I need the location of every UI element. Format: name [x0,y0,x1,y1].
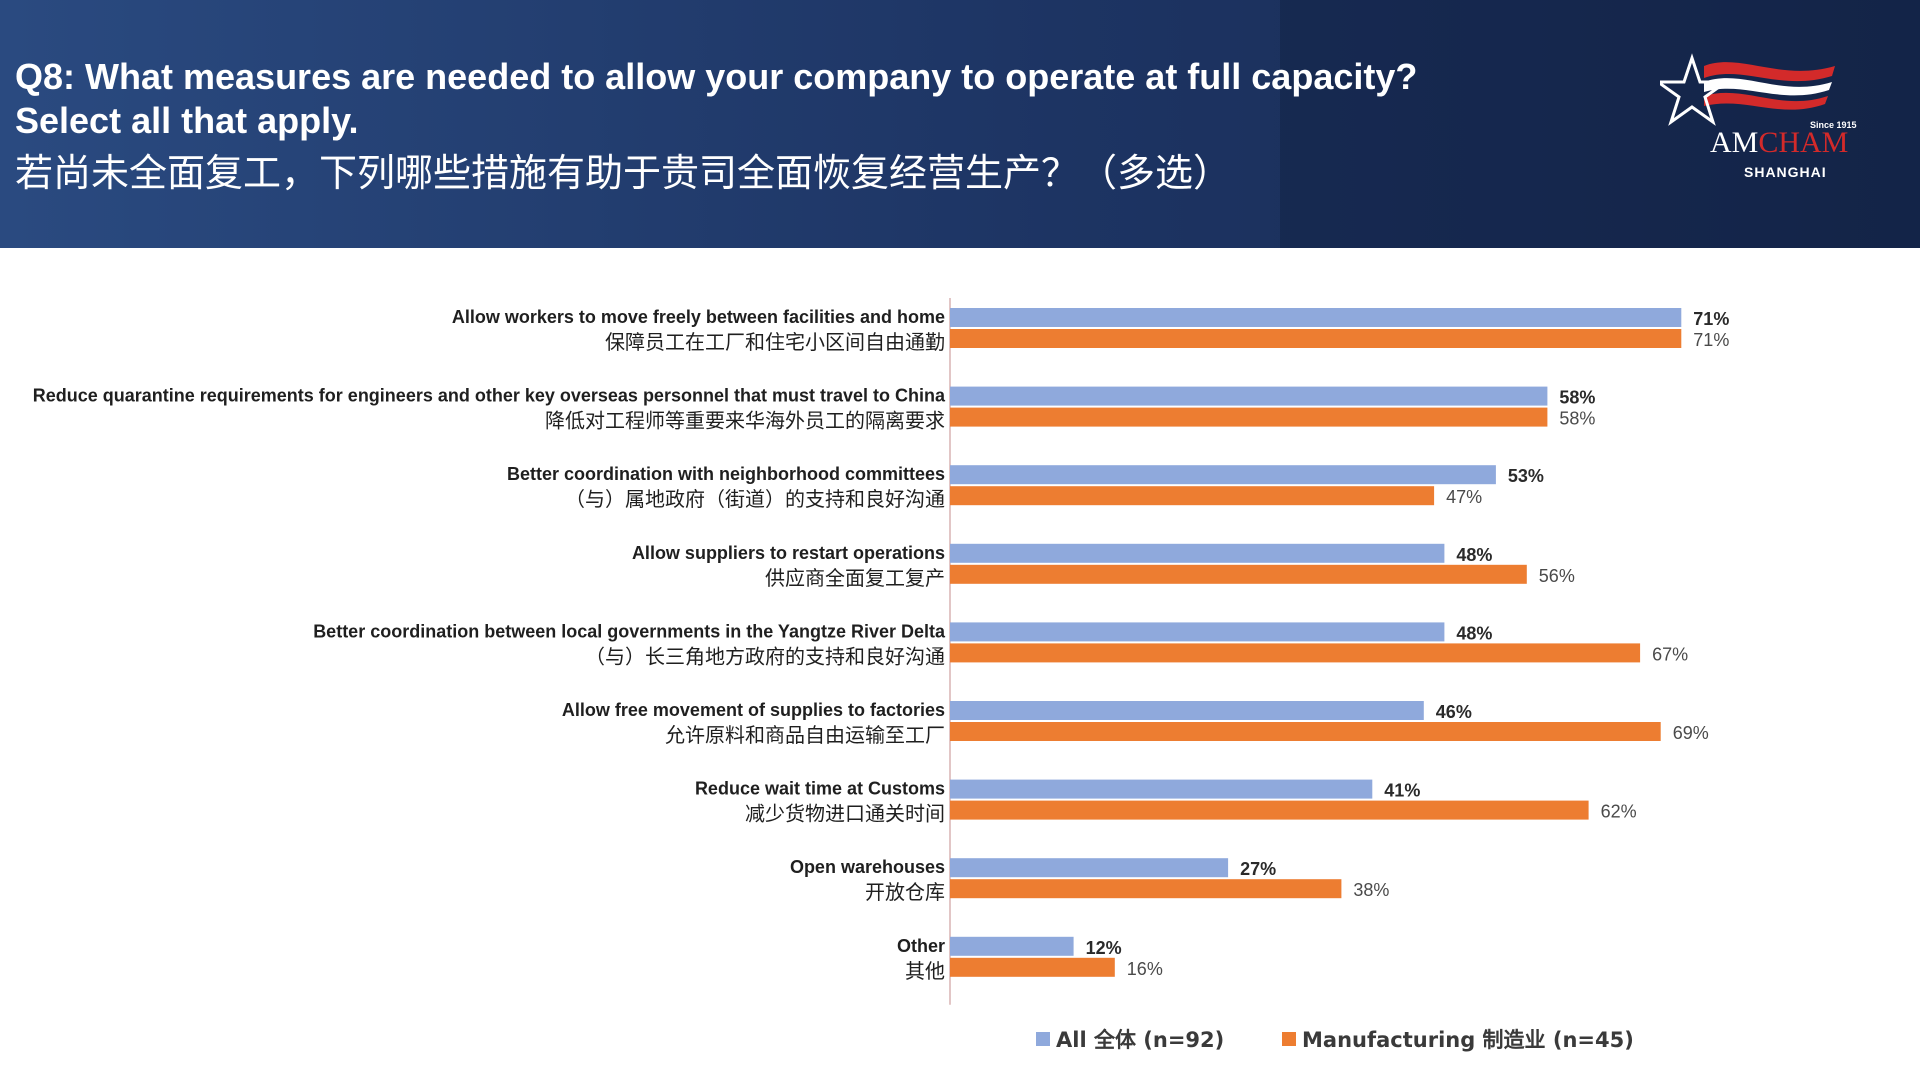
bar-all [950,936,1074,956]
data-label: 71% [1693,309,1729,329]
data-label: 58% [1559,388,1595,408]
bar-group: Open warehouses 开放仓库 27% 38% [790,857,1389,904]
category-label-zh: 其他 [905,959,945,983]
category-label-en: Allow workers to move freely between fac… [452,307,945,327]
bar-all [950,543,1445,563]
bar-all [950,386,1548,406]
legend-label-all: All 全体 (n=92) [1056,1028,1225,1052]
data-label: 56% [1539,566,1575,586]
data-label: 58% [1559,409,1595,429]
legend-swatch-all [1036,1032,1050,1046]
data-label: 69% [1673,723,1709,743]
bar-group: Allow free movement of supplies to facto… [562,700,1709,747]
logo-wordmark: AMCHAM [1710,126,1849,159]
category-label-en: Open warehouses [790,857,945,877]
category-label-zh: 允许原料和商品自由运输至工厂 [665,723,945,747]
data-label: 41% [1384,781,1420,801]
star-flag-icon [1660,53,1835,126]
data-label: 46% [1436,702,1472,722]
category-label-zh: （与）属地政府（街道）的支持和良好沟通 [565,487,945,511]
data-label: 53% [1508,466,1544,486]
bar-all [950,858,1229,878]
bar-manufacturing [950,643,1641,663]
category-label-en: Better coordination between local govern… [313,621,946,641]
data-label: 71% [1693,330,1729,350]
category-label-en: Other [897,936,945,956]
category-label-zh: 减少货物进口通关时间 [745,802,945,826]
data-label: 38% [1353,880,1389,900]
legend-item-all: All 全体 (n=92) [1036,1024,1224,1054]
data-label: 48% [1456,545,1492,565]
category-label-en: Better coordination with neighborhood co… [507,464,945,484]
bar-group: Other 其他 12%16% [897,936,1163,983]
logo-city: SHANGHAI [1744,164,1827,180]
data-label: 16% [1127,959,1163,979]
bar-manufacturing [950,800,1589,820]
bar-all [950,465,1496,485]
logo-since: Since 1915 [1810,120,1857,130]
data-label: 67% [1652,644,1688,664]
bar-group: Reduce quarantine requirements for engin… [33,386,1596,433]
bar-all [950,779,1373,799]
title-chinese: 若尚未全面复工，下列哪些措施有助于贵司全面恢复经营生产？（多选） [15,151,1232,195]
bar-all [950,701,1424,720]
bar-group: Better coordination between local govern… [313,621,1688,668]
data-label: 12% [1086,938,1122,958]
title-english-line1: Q8: What measures are needed to allow yo… [15,56,1418,97]
bar-manufacturing [950,879,1342,899]
bar-group: Better coordination with neighborhood co… [507,464,1544,511]
category-label-zh: 供应商全面复工复产 [765,566,945,590]
chart-legend: All 全体 (n=92) Manufacturing 制造业 (n=45) [0,1024,1920,1054]
data-label: 47% [1446,487,1482,507]
category-label-zh: 降低对工程师等重要来华海外员工的隔离要求 [545,409,945,433]
bar-manufacturing [950,564,1527,584]
bar-manufacturing [950,722,1661,741]
category-label-en: Allow suppliers to restart operations [632,543,945,563]
bar-all [950,308,1682,327]
bar-group: Allow suppliers to restart operations 供应商… [632,543,1575,590]
category-label-en: Reduce quarantine requirements for engin… [33,386,946,406]
bar-group: Allow workers to move freely between fac… [452,307,1729,354]
category-label-zh: （与）长三角地方政府的支持和良好沟通 [585,644,945,668]
data-label: 62% [1601,802,1637,822]
bar-manufacturing [950,407,1548,427]
header-banner: Q8: What measures are needed to allow yo… [0,0,1920,248]
bar-manufacturing [950,957,1115,977]
legend-swatch-manufacturing [1282,1032,1296,1046]
legend-label-manufacturing: Manufacturing 制造业 (n=45) [1302,1028,1634,1052]
category-label-en: Allow free movement of supplies to facto… [562,700,945,720]
category-label-en: Reduce wait time at Customs [695,779,945,799]
data-label: 48% [1456,623,1492,643]
bar-chart: Allow workers to move freely between fac… [33,298,1729,1005]
legend-item-manufacturing: Manufacturing 制造业 (n=45) [1282,1024,1634,1054]
category-label-zh: 开放仓库 [865,880,945,904]
bar-manufacturing [950,329,1682,348]
data-label: 27% [1240,859,1276,879]
bar-group: Reduce wait time at Customs 减少货物进口通关时间 41%… [695,779,1637,826]
category-label-zh: 保障员工在工厂和住宅小区间自由通勤 [605,330,945,354]
bar-all [950,622,1445,642]
title-english-line2: Select all that apply. [15,100,359,141]
bar-manufacturing [950,486,1435,506]
amcham-logo: Since 1915 AMCHAM SHANGHAI [1660,52,1860,192]
